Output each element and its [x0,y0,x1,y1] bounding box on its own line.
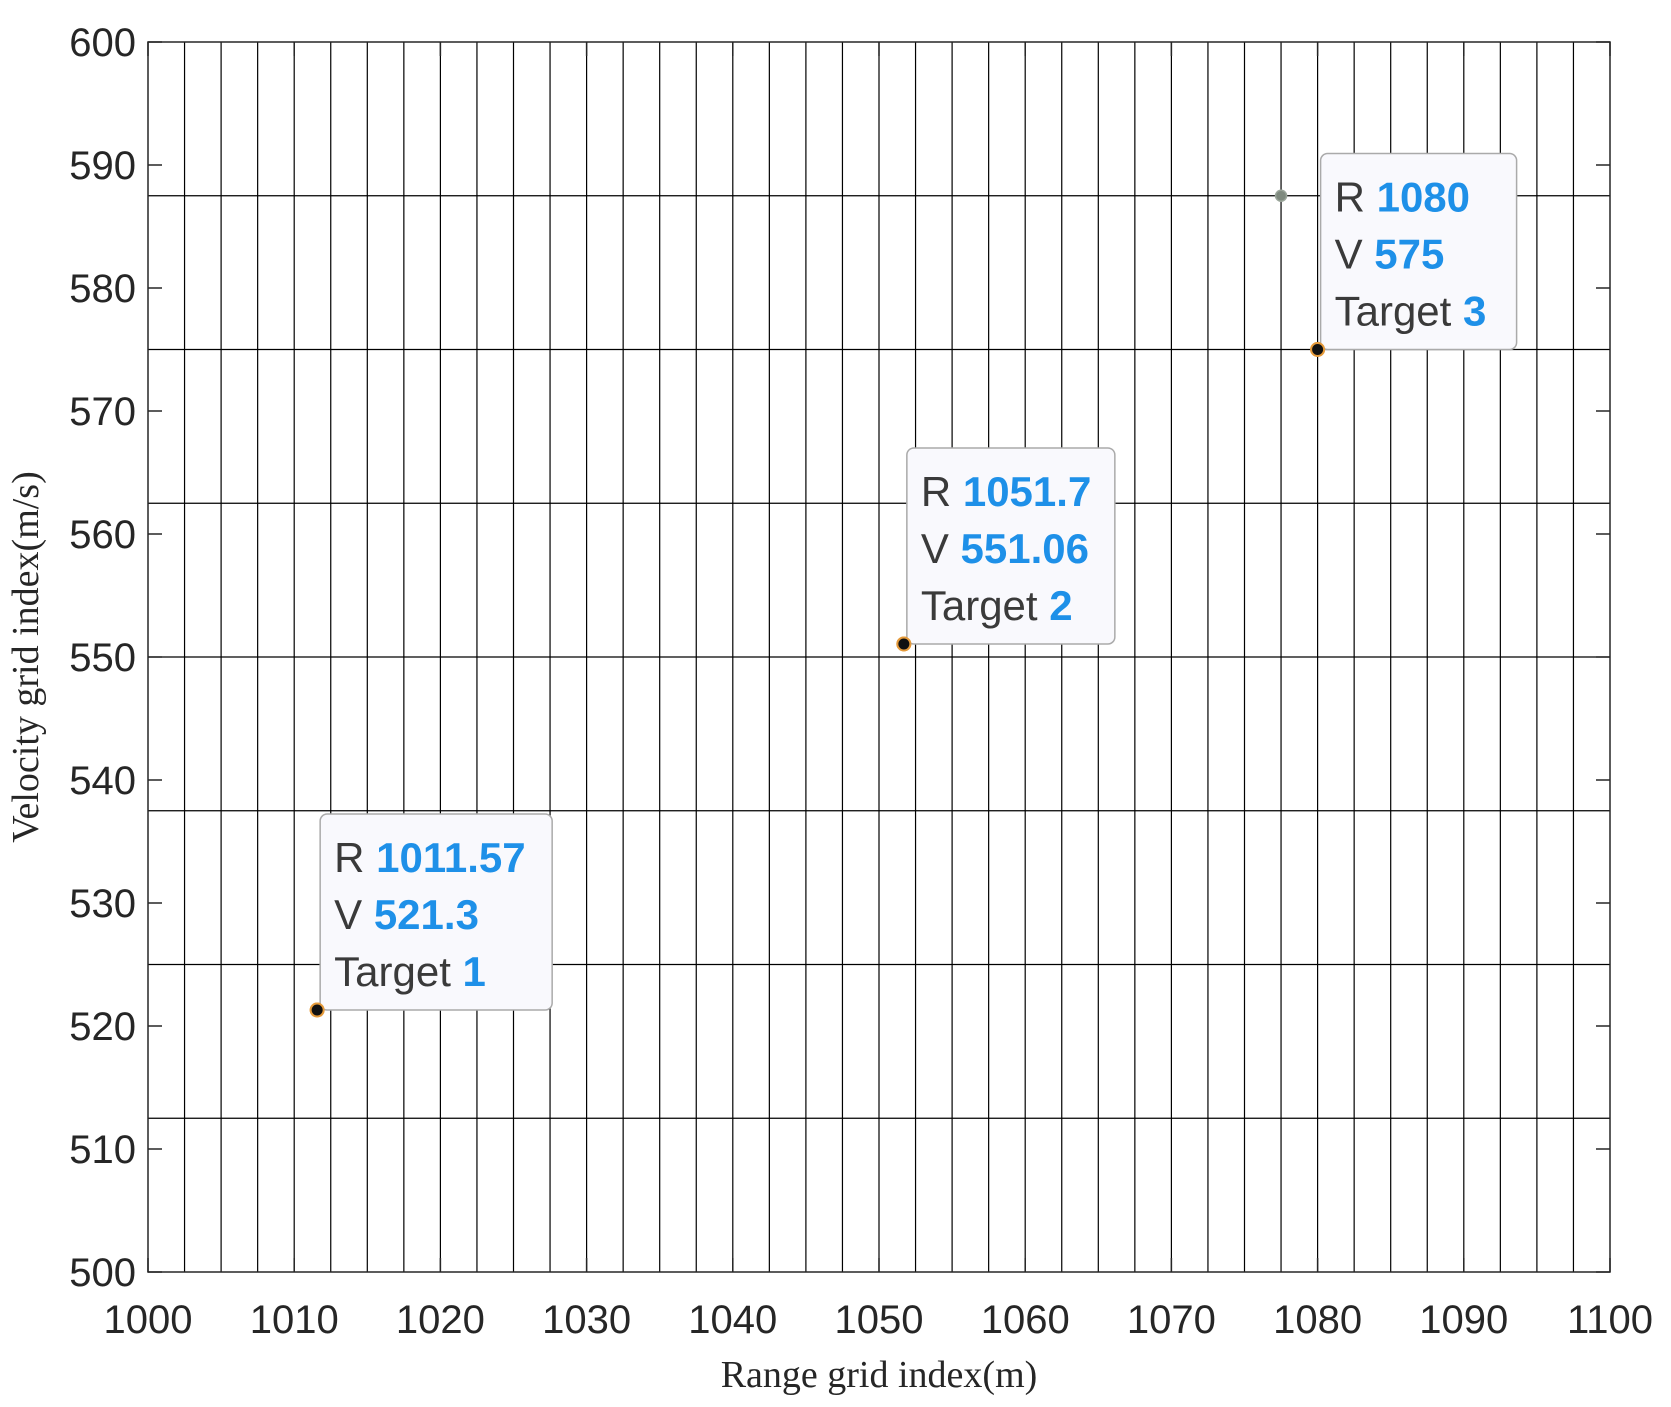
datatip-range-label: R [1335,174,1377,221]
datatip-anchor-marker [309,1002,325,1018]
datatip-range-text: R 1051.7 [921,468,1091,515]
datatip-range-text: R 1080 [1335,174,1470,221]
datatip-velocity-text: V 521.3 [334,891,479,938]
y-tick-label: 510 [69,1128,136,1172]
y-tick-labels: 500 510 520 530 540 550 560 570 580 590 600 [69,21,136,1295]
datatip-target-text: Target 1 [334,948,486,995]
grid [148,42,1610,1272]
datatip-target-label: Target [921,582,1049,629]
datatip-target-value: 1 [463,948,486,995]
datatip-velocity-text: V 551.06 [921,525,1089,572]
datatip-velocity-value: 521.3 [374,891,479,938]
datatip-velocity-label: V [334,891,374,938]
x-tick-label: 1090 [1419,1298,1508,1342]
datatip-box [1319,152,1518,351]
datatip-target-value: 3 [1463,288,1486,335]
y-tick-label: 560 [69,513,136,557]
datatip-range-value: 1051.7 [963,468,1091,515]
datatip-range-label: R [921,468,963,515]
x-tick-label: 1000 [104,1298,193,1342]
y-tick-label: 550 [69,636,136,680]
datatip-target-text: Target 2 [921,582,1073,629]
x-tick-label: 1040 [688,1298,777,1342]
y-tick-label: 580 [69,267,136,311]
y-tick-label: 590 [69,144,136,188]
datatip-range-label: R [334,834,376,881]
x-tick-label: 1080 [1273,1298,1362,1342]
x-tick-labels: 1000 1010 1020 1030 1040 1050 1060 1070 1080 1090… [104,1298,1654,1342]
y-tick-label: 520 [69,1005,136,1049]
y-tick-label: 530 [69,882,136,926]
plot-frame [147,41,1611,1273]
x-tick-label: 1070 [1127,1298,1216,1342]
datatip-range-text: R 1011.57 [334,834,526,881]
y-tick-label: 500 [69,1251,136,1295]
datatip-range-value: 1080 [1377,174,1470,221]
data-point-marker [1274,189,1288,202]
datatip-target-label: Target [1335,288,1463,335]
datatip-target-value: 2 [1049,582,1072,629]
datatip-range-value: 1011.57 [376,834,526,881]
datatip-anchor-marker [896,636,912,652]
y-tick-label: 570 [69,390,136,434]
datatip-box [319,813,553,1011]
x-tick-label: 1100 [1567,1298,1653,1342]
x-tick-label: 1060 [981,1298,1070,1342]
datatip-target-label: Target [334,948,462,995]
datatip-velocity-label: V [1335,231,1375,278]
y-tick-label: 540 [69,759,136,803]
y-tick-label: 600 [69,21,136,65]
x-tick-label: 1050 [835,1298,924,1342]
datatip-anchor-marker [1310,342,1326,357]
datatip-velocity-value: 575 [1374,231,1444,278]
x-axis-title: Range grid index(m) [721,1354,1038,1396]
datatip-box [906,447,1116,645]
x-tick-label: 1010 [250,1298,339,1342]
x-tick-label: 1030 [542,1298,631,1342]
datatip-velocity-text: V 575 [1335,231,1445,278]
datatip-velocity-value: 551.06 [961,525,1089,572]
datatip-target-text: Target 3 [1335,288,1487,335]
y-axis-title: Velocity grid index(m/s) [5,471,47,842]
x-tick-label: 1020 [396,1298,485,1342]
datatip-velocity-label: V [921,525,961,572]
